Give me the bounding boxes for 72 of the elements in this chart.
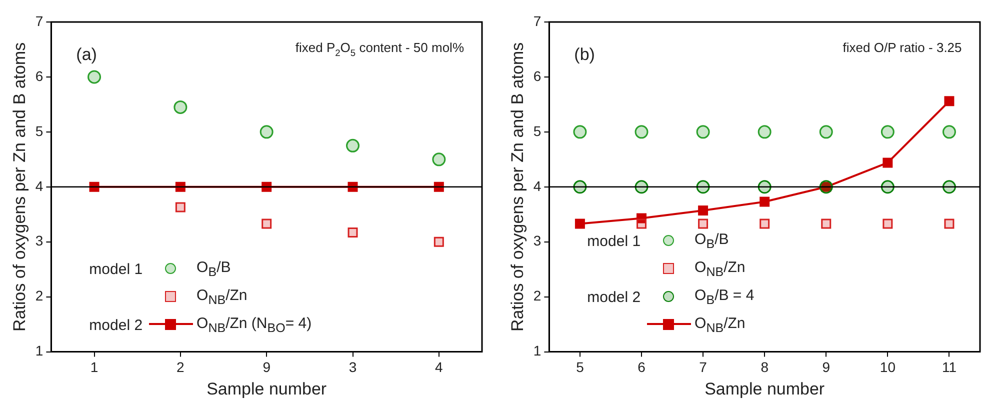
annotation: model 1: [89, 260, 144, 280]
point: [942, 125, 956, 139]
point: [262, 218, 272, 229]
point: [882, 218, 893, 229]
point: [88, 70, 102, 84]
legend-label: O$_{B}$/B: [694, 230, 730, 253]
text: fixed O/P ratio - 3.25: [842, 40, 962, 55]
x-tick-label: 10: [880, 359, 896, 376]
point: [882, 158, 893, 168]
point: [346, 138, 360, 152]
y-tick-label: 3: [533, 232, 542, 249]
point: [758, 125, 772, 139]
y-tick-label: 7: [35, 12, 44, 29]
point: [636, 213, 646, 224]
y-tick-label: 3: [35, 232, 44, 249]
x-tick-label: 11: [942, 359, 957, 376]
x-tick-label: 1: [90, 359, 98, 376]
y-tick-label: 1: [533, 342, 542, 359]
x-tick-label: 9: [262, 359, 271, 376]
legend-label: O$_{NB}$/Zn: [694, 258, 746, 281]
point: [636, 218, 646, 229]
y-tick-label: 2: [35, 288, 44, 304]
x-tick-label: 6: [638, 359, 646, 376]
x-tick-label: 5: [576, 359, 584, 376]
y-tick-label: 6: [35, 68, 44, 84]
point: [698, 218, 708, 229]
point: [821, 218, 832, 229]
point: [174, 100, 188, 114]
legend-label: O$_{B}$/B: [196, 258, 232, 281]
x-tick-label: 7: [699, 359, 708, 376]
x-tick-label: 8: [760, 359, 769, 376]
point: [260, 125, 274, 139]
y-tick-label: 1: [35, 342, 44, 359]
point: [348, 228, 358, 238]
x-tick-label: 4: [435, 359, 444, 376]
y-tick-label: 2: [533, 288, 542, 304]
point: [880, 125, 894, 139]
point: [698, 206, 708, 216]
point: [574, 218, 585, 229]
point: [434, 236, 444, 247]
point: [175, 202, 186, 212]
y-tick-label: 5: [35, 122, 44, 139]
annotation: model 2: [587, 288, 642, 308]
point: [944, 218, 954, 229]
legend-label: O$_{B}$/B = 4: [694, 286, 754, 309]
y-tick-label: 4: [35, 178, 44, 194]
legend-label: O$_{NB}$/Zn (N$_{BO}$= 4): [196, 314, 312, 337]
text: (b): [574, 45, 595, 64]
x-tick-label: 2: [176, 359, 185, 376]
point: [634, 125, 648, 139]
point: [944, 96, 954, 106]
point: [573, 125, 587, 139]
x-tick-label: 9: [822, 359, 830, 376]
y-tick-label: 5: [533, 122, 542, 139]
x-axis-title: Sample number: [704, 379, 825, 398]
point: [819, 125, 833, 139]
y-tick-label: 6: [533, 68, 542, 84]
point: [760, 218, 770, 229]
point: [432, 152, 446, 166]
y-axis-title: Ratios of oxygens per Zn and B atoms: [508, 42, 527, 332]
annotation: model 1: [587, 232, 642, 252]
x-tick-label: 3: [348, 359, 357, 376]
annotation: model 2: [89, 316, 144, 336]
point: [760, 196, 770, 207]
y-tick-label: 7: [533, 12, 542, 29]
legend-label: O$_{NB}$/Zn: [196, 286, 248, 309]
text: (a): [76, 45, 97, 64]
y-tick-label: 4: [533, 178, 542, 194]
y-axis-title: Ratios of oxygens per Zn and B atoms: [10, 42, 29, 332]
point: [696, 125, 710, 139]
x-axis-title: Sample number: [206, 379, 327, 398]
legend-label: O$_{NB}$/Zn: [694, 314, 746, 337]
